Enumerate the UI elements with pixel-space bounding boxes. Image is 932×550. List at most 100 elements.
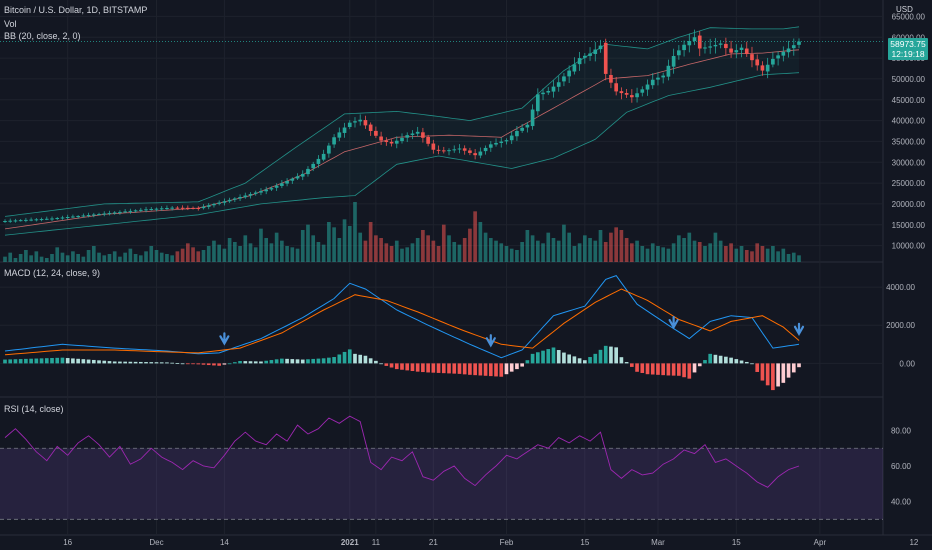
time-axis-label: 15 <box>732 538 741 547</box>
candle-body <box>635 93 639 98</box>
macd-histogram-bar <box>666 363 671 376</box>
macd-histogram-bar <box>201 363 206 365</box>
volume-bar <box>149 246 154 262</box>
candle-body <box>509 135 514 141</box>
candle-body <box>253 192 258 194</box>
grid-lines <box>0 0 932 536</box>
volume-bar <box>431 240 436 262</box>
volume-bar <box>452 242 457 262</box>
candle-body <box>499 141 504 143</box>
volume-bar <box>541 243 545 262</box>
volume-bar <box>180 248 185 262</box>
candle-body <box>666 65 671 77</box>
volume-bar <box>222 248 227 262</box>
volume-bar <box>713 232 718 262</box>
candle-body <box>290 178 295 181</box>
volume-bar <box>201 250 206 262</box>
candle-body <box>347 122 352 128</box>
volume-bar <box>55 247 60 262</box>
macd-histogram-bar <box>34 358 39 364</box>
volume-bar <box>771 246 775 262</box>
candle-body <box>645 84 650 90</box>
volume-bar <box>8 252 13 262</box>
legend-rsi: RSI (14, close) <box>4 404 64 414</box>
legend-macd: MACD (12, 24, close, 9) <box>4 268 101 278</box>
candle-body <box>677 50 681 56</box>
candle-body <box>488 144 493 148</box>
candle-body <box>750 54 754 61</box>
candle-body <box>462 148 467 151</box>
candle-body <box>123 211 127 213</box>
macd-histogram-bar <box>123 361 127 364</box>
candle-body <box>504 140 509 142</box>
candle-body <box>191 207 195 209</box>
candle-body <box>572 64 577 72</box>
volume-bar <box>253 247 258 262</box>
volume-bar <box>410 243 415 262</box>
volume-bar <box>342 219 347 262</box>
volume-bar <box>797 255 801 262</box>
currency-label: USD <box>896 5 913 14</box>
volume-bar <box>165 254 169 262</box>
macd-histogram-bar <box>65 358 70 364</box>
candle-body <box>478 151 483 156</box>
legend-volume: Vol <box>4 19 17 29</box>
volume-bar <box>520 242 524 262</box>
volume-bar <box>630 243 634 262</box>
macd-histogram-bar <box>259 361 263 364</box>
time-axis-label: 14 <box>220 538 229 547</box>
macd-histogram-bar <box>165 362 169 364</box>
rsi-pane[interactable] <box>0 415 883 520</box>
macd-histogram-bar <box>238 361 242 364</box>
candle-body <box>760 65 765 71</box>
candle-body <box>525 124 530 128</box>
price-pane[interactable] <box>0 26 883 262</box>
time-axis[interactable]: 16 Dec 14 2021 11 21 Feb 15 Mar 15 Apr 12 <box>63 538 919 547</box>
volume-bar <box>332 227 336 262</box>
rsi-axis-label: 40.00 <box>891 498 912 507</box>
macd-histogram-bar <box>609 346 613 364</box>
candle-body <box>50 218 54 220</box>
volume-bar <box>718 240 723 262</box>
macd-histogram-bar <box>410 363 415 372</box>
candle-body <box>562 76 566 82</box>
candle-body <box>269 188 274 190</box>
candle-body <box>243 195 248 198</box>
candle-body <box>65 217 70 218</box>
candle-body <box>671 56 676 67</box>
volume-bar <box>50 254 54 262</box>
candle-body <box>159 208 164 210</box>
candle-body <box>614 83 618 92</box>
macd-histogram-bar <box>206 363 211 366</box>
macd-histogram-bar <box>269 360 274 364</box>
macd-histogram-bar <box>583 360 587 364</box>
candle-body <box>771 58 775 65</box>
candle-body <box>535 94 540 112</box>
macd-histogram-bar <box>619 357 624 364</box>
candle-body <box>306 168 310 175</box>
candle-body <box>112 212 117 214</box>
candle-body <box>60 217 65 219</box>
volume-bar <box>483 232 488 262</box>
macd-pane[interactable] <box>3 275 805 391</box>
candle-body <box>196 207 201 209</box>
macd-histogram-bar <box>222 363 227 365</box>
macd-histogram-bar <box>556 350 561 364</box>
macd-histogram-bar <box>755 363 760 372</box>
candle-body <box>776 55 780 59</box>
macd-histogram-bar <box>682 363 686 378</box>
macd-histogram-bar <box>306 359 310 364</box>
macd-histogram-bar <box>630 363 634 367</box>
macd-histogram-bar <box>342 351 347 364</box>
volume-bar <box>238 246 242 262</box>
volume-bar <box>645 248 650 262</box>
volume-bar <box>744 250 749 262</box>
candle-body <box>128 210 133 212</box>
volume-bar <box>588 238 592 262</box>
bar-countdown: 12:19:18 <box>891 49 925 59</box>
volume-bar <box>708 243 713 262</box>
macd-histogram-bar <box>488 363 493 377</box>
candle-body <box>687 41 692 46</box>
